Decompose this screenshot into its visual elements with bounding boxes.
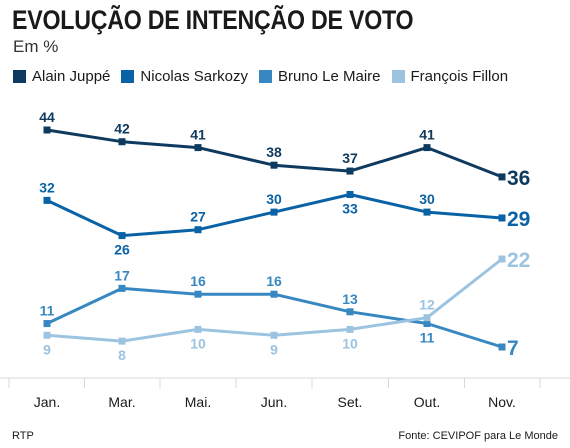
data-point — [194, 325, 202, 333]
legend-swatch — [391, 69, 405, 83]
data-label: 12 — [419, 297, 435, 313]
source-note: Fonte: CEVIPOF para Le Monde — [398, 430, 558, 442]
data-label: 17 — [114, 267, 130, 283]
legend-swatch — [13, 69, 26, 83]
x-tick-label: Nov. — [488, 394, 516, 410]
data-label: 8 — [118, 347, 126, 363]
data-point — [194, 226, 202, 234]
data-point — [118, 284, 126, 292]
data-point — [270, 290, 278, 298]
legend: Alain Juppé Nicolas Sarkozy Bruno Le Maire… — [13, 66, 519, 86]
data-point — [118, 138, 126, 146]
data-label: 13 — [342, 291, 358, 307]
data-label: 42 — [114, 121, 130, 137]
chart-title: EVOLUÇÃO DE INTENÇÃO DE VOTO — [12, 5, 414, 35]
x-tick-label: Mai. — [185, 394, 211, 410]
data-point — [43, 196, 51, 204]
x-tick-label: Out. — [414, 394, 440, 410]
legend-swatch — [121, 69, 135, 83]
data-label: 44 — [39, 109, 55, 125]
legend-item: Nicolas Sarkozy — [121, 68, 248, 85]
data-point — [498, 255, 506, 263]
legend-label: François Fillon — [410, 67, 509, 85]
data-point — [270, 331, 278, 339]
x-tick-label: Mar. — [108, 394, 135, 410]
data-point — [194, 290, 202, 298]
legend-swatch — [258, 69, 272, 83]
legend-label: Bruno Le Maire — [277, 67, 381, 85]
data-label: 11 — [40, 303, 55, 319]
x-tick-label: Jun. — [261, 394, 287, 410]
source-credit: RTP — [12, 430, 34, 442]
data-point — [498, 343, 506, 351]
x-axis: Jan. Mar. Mai. Jun. Set. Out. Nov. — [0, 377, 570, 410]
data-point — [194, 144, 202, 152]
data-point — [346, 308, 354, 316]
data-label: 32 — [39, 179, 55, 195]
legend-item: Alain Juppé — [13, 68, 110, 85]
legend-label: Nicolas Sarkozy — [140, 67, 248, 85]
data-point — [498, 214, 506, 222]
x-tick-label: Jan. — [34, 394, 60, 410]
data-label: 27 — [190, 209, 206, 225]
legend-item: François Fillon — [391, 67, 509, 85]
data-point — [118, 232, 126, 240]
data-label: 26 — [114, 242, 130, 258]
data-label: 41 — [419, 127, 435, 143]
data-label: 38 — [266, 144, 282, 160]
chart-subtitle: Em % — [13, 37, 59, 56]
data-label: 11 — [420, 330, 435, 346]
data-label: 9 — [43, 341, 51, 357]
data-point — [43, 331, 51, 339]
data-label: 41 — [190, 127, 206, 143]
data-point — [346, 325, 354, 333]
data-labels: 44 42 41 38 37 41 36 32 26 27 30 33 30 29 11 17 16 16 13 11… — [39, 109, 530, 363]
series-markers — [43, 126, 506, 351]
data-label: 37 — [342, 150, 358, 166]
data-label: 30 — [266, 191, 282, 207]
data-point — [423, 144, 431, 152]
data-label: 10 — [190, 335, 206, 351]
data-label: 29 — [507, 208, 530, 231]
data-point — [498, 173, 506, 181]
data-point — [423, 320, 431, 328]
data-label: 30 — [419, 191, 435, 207]
legend-item: Bruno Le Maire — [258, 67, 381, 85]
legend-label: Alain Juppé — [32, 67, 111, 85]
data-label: 22 — [507, 249, 530, 272]
data-label: 16 — [190, 273, 206, 289]
data-point — [423, 314, 431, 322]
data-point — [346, 191, 354, 199]
data-point — [270, 161, 278, 169]
data-point — [270, 208, 278, 216]
data-label: 7 — [507, 337, 519, 360]
data-label: 33 — [342, 201, 358, 217]
data-label: 9 — [270, 341, 278, 357]
data-point — [118, 337, 126, 345]
data-point — [346, 167, 354, 175]
data-label: 36 — [507, 167, 530, 190]
data-point — [423, 208, 431, 216]
data-point — [43, 126, 51, 134]
data-label: 10 — [342, 335, 358, 351]
data-label: 16 — [266, 273, 282, 289]
x-tick-label: Set. — [338, 394, 363, 410]
data-point — [43, 320, 51, 328]
